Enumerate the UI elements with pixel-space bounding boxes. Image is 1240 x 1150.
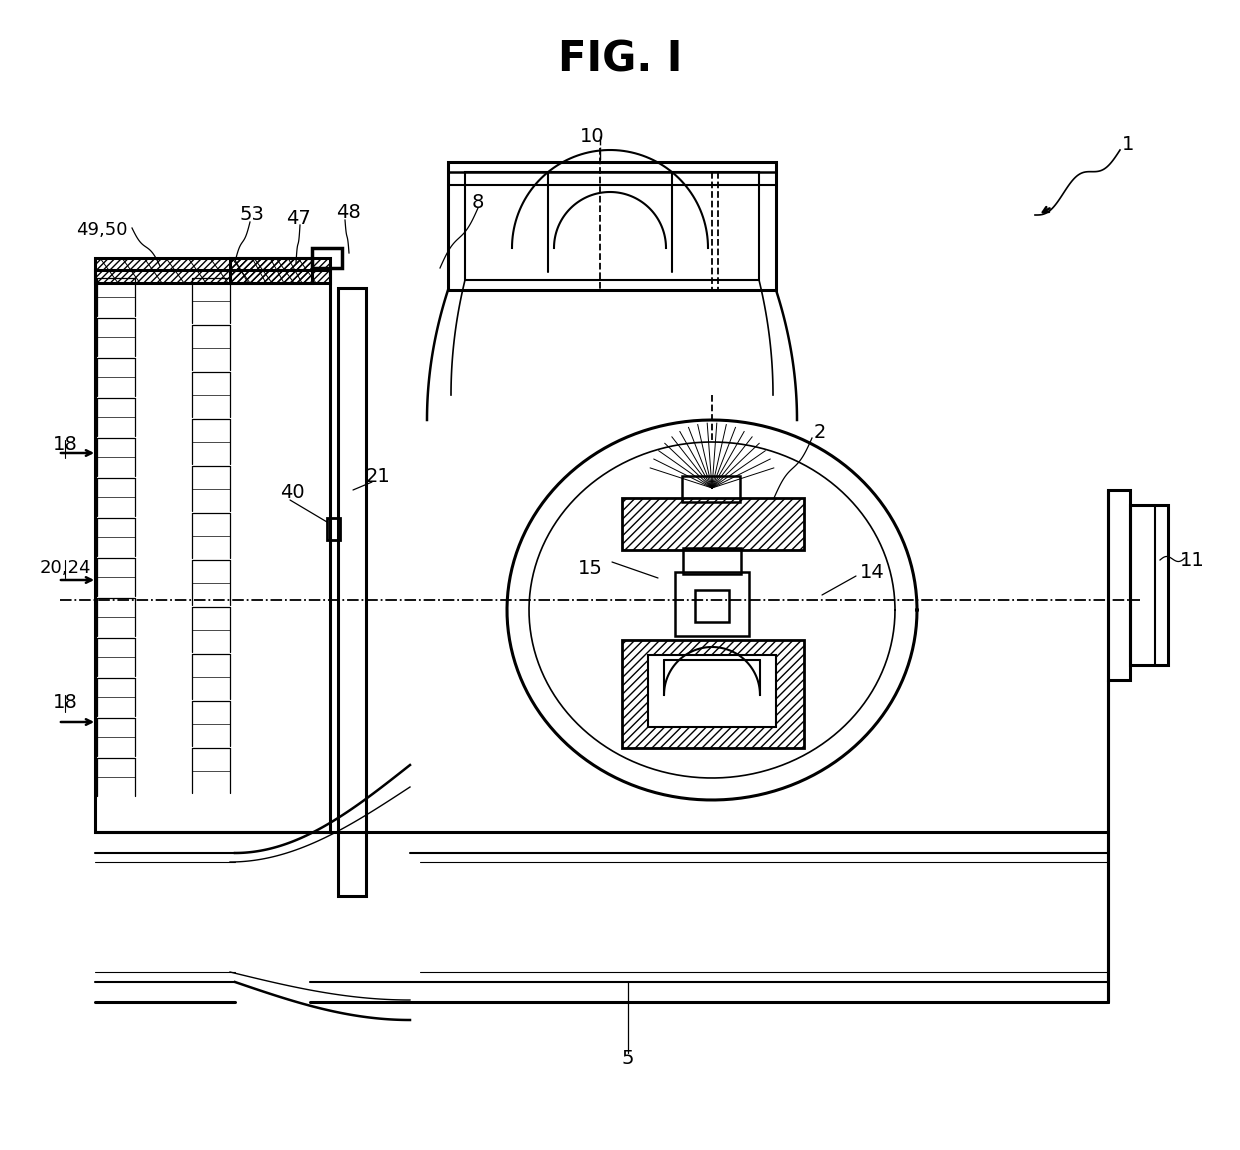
Text: 18: 18 [52, 436, 77, 454]
Text: 1: 1 [1122, 136, 1135, 154]
Text: 8: 8 [471, 192, 484, 212]
Bar [448, 162, 776, 290]
Text: 2: 2 [813, 422, 826, 442]
Text: 49,50: 49,50 [76, 221, 128, 239]
Bar [339, 288, 366, 896]
Bar [675, 572, 749, 636]
Bar [327, 518, 340, 540]
Text: 5: 5 [621, 1049, 634, 1067]
Bar [694, 590, 729, 622]
Text: 15: 15 [578, 559, 603, 577]
Bar [1130, 505, 1168, 665]
Text: 11: 11 [1179, 551, 1204, 569]
Text: FIG. I: FIG. I [558, 39, 682, 80]
Bar [95, 258, 330, 283]
Bar [95, 270, 330, 831]
Bar [682, 476, 740, 503]
Text: 47: 47 [285, 208, 310, 228]
Text: 53: 53 [239, 206, 264, 224]
Bar [683, 549, 742, 574]
Bar [649, 656, 776, 727]
Text: 10: 10 [579, 126, 604, 146]
Bar [622, 641, 804, 748]
Bar [465, 172, 759, 279]
Text: 21: 21 [366, 468, 391, 486]
Bar [1109, 490, 1130, 680]
Bar [229, 258, 312, 283]
Text: 14: 14 [859, 562, 884, 582]
Text: 20,24: 20,24 [40, 559, 91, 577]
Text: 18: 18 [52, 692, 77, 712]
Bar [622, 498, 804, 550]
Bar [312, 248, 342, 268]
Text: 48: 48 [336, 204, 361, 222]
Text: 40: 40 [280, 483, 304, 501]
